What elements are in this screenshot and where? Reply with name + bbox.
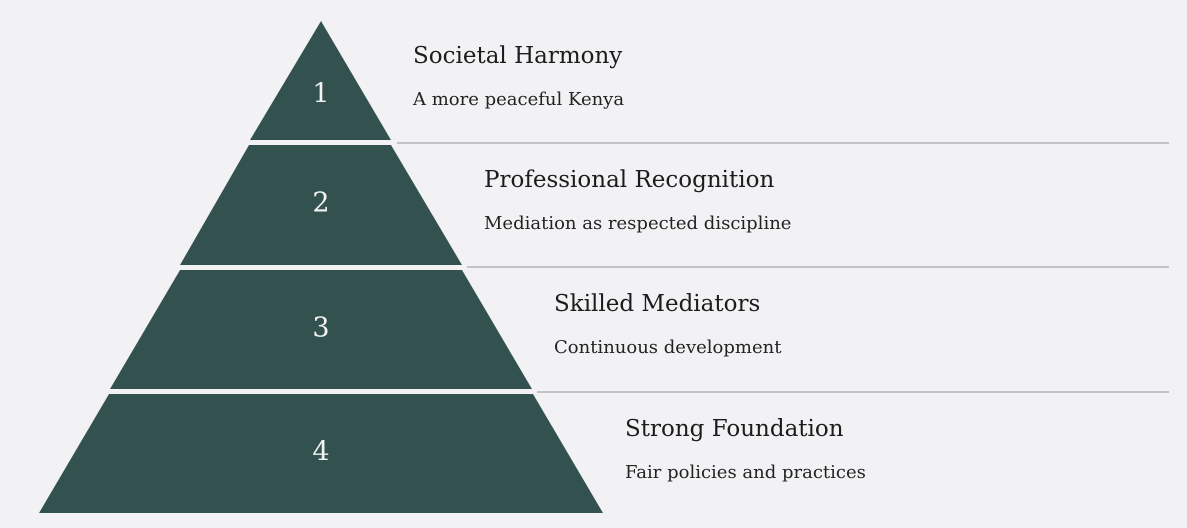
tier-number-1: 1 (312, 79, 329, 110)
tier-description-2: Mediation as respected discipline (484, 213, 792, 234)
pyramid-tier-2 (180, 145, 462, 265)
tier-number-2: 2 (312, 188, 329, 219)
tier-description-1: A more peaceful Kenya (413, 89, 625, 110)
tier-text-1: Societal Harmony A more peaceful Kenya (413, 42, 624, 112)
tier-text-3: Skilled Mediators Continuous development (554, 290, 781, 360)
tier-title-1: Societal Harmony (413, 43, 623, 69)
pyramid-tier-1 (250, 21, 391, 140)
tier-text-4: Strong Foundation Fair policies and prac… (625, 415, 866, 485)
tier-title-2: Professional Recognition (484, 167, 775, 193)
tier-number-3: 3 (312, 313, 329, 344)
tier-title-4: Strong Foundation (625, 416, 844, 442)
tier-number-4: 4 (312, 437, 329, 468)
pyramid-tier-4 (39, 394, 603, 513)
tier-title-3: Skilled Mediators (554, 291, 761, 317)
tier-description-3: Continuous development (554, 337, 782, 358)
pyramid-tier-3 (110, 270, 532, 389)
tier-description-4: Fair policies and practices (625, 462, 866, 483)
tier-text-2: Professional Recognition Mediation as re… (484, 166, 791, 236)
